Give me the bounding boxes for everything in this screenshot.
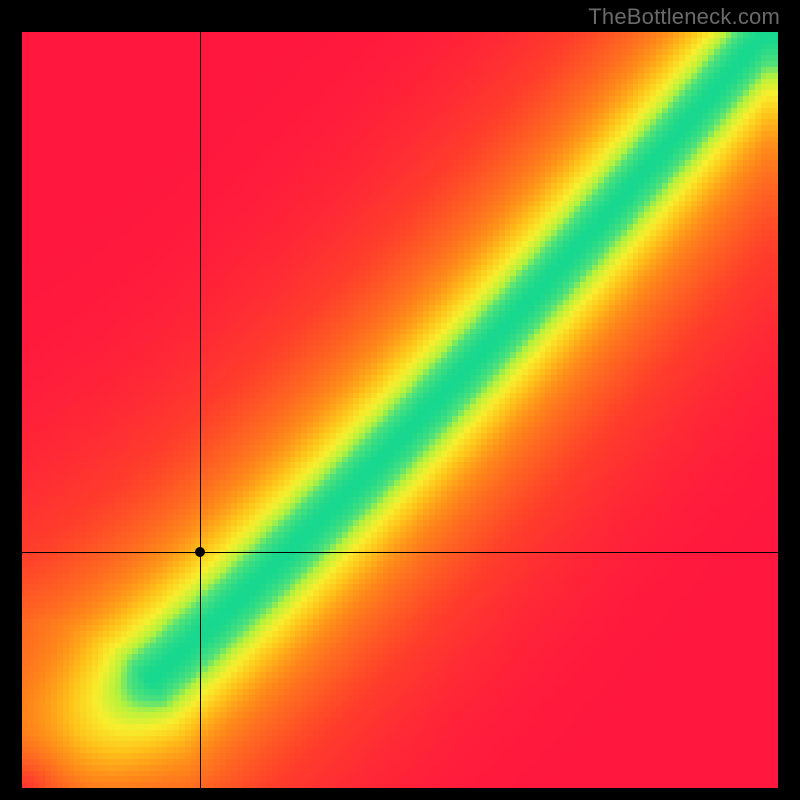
crosshair-vertical (200, 32, 201, 788)
heatmap-canvas (22, 32, 778, 788)
crosshair-marker-dot (195, 547, 205, 557)
heatmap-plot (22, 32, 778, 788)
crosshair-horizontal (22, 552, 778, 553)
watermark-text: TheBottleneck.com (588, 4, 780, 30)
